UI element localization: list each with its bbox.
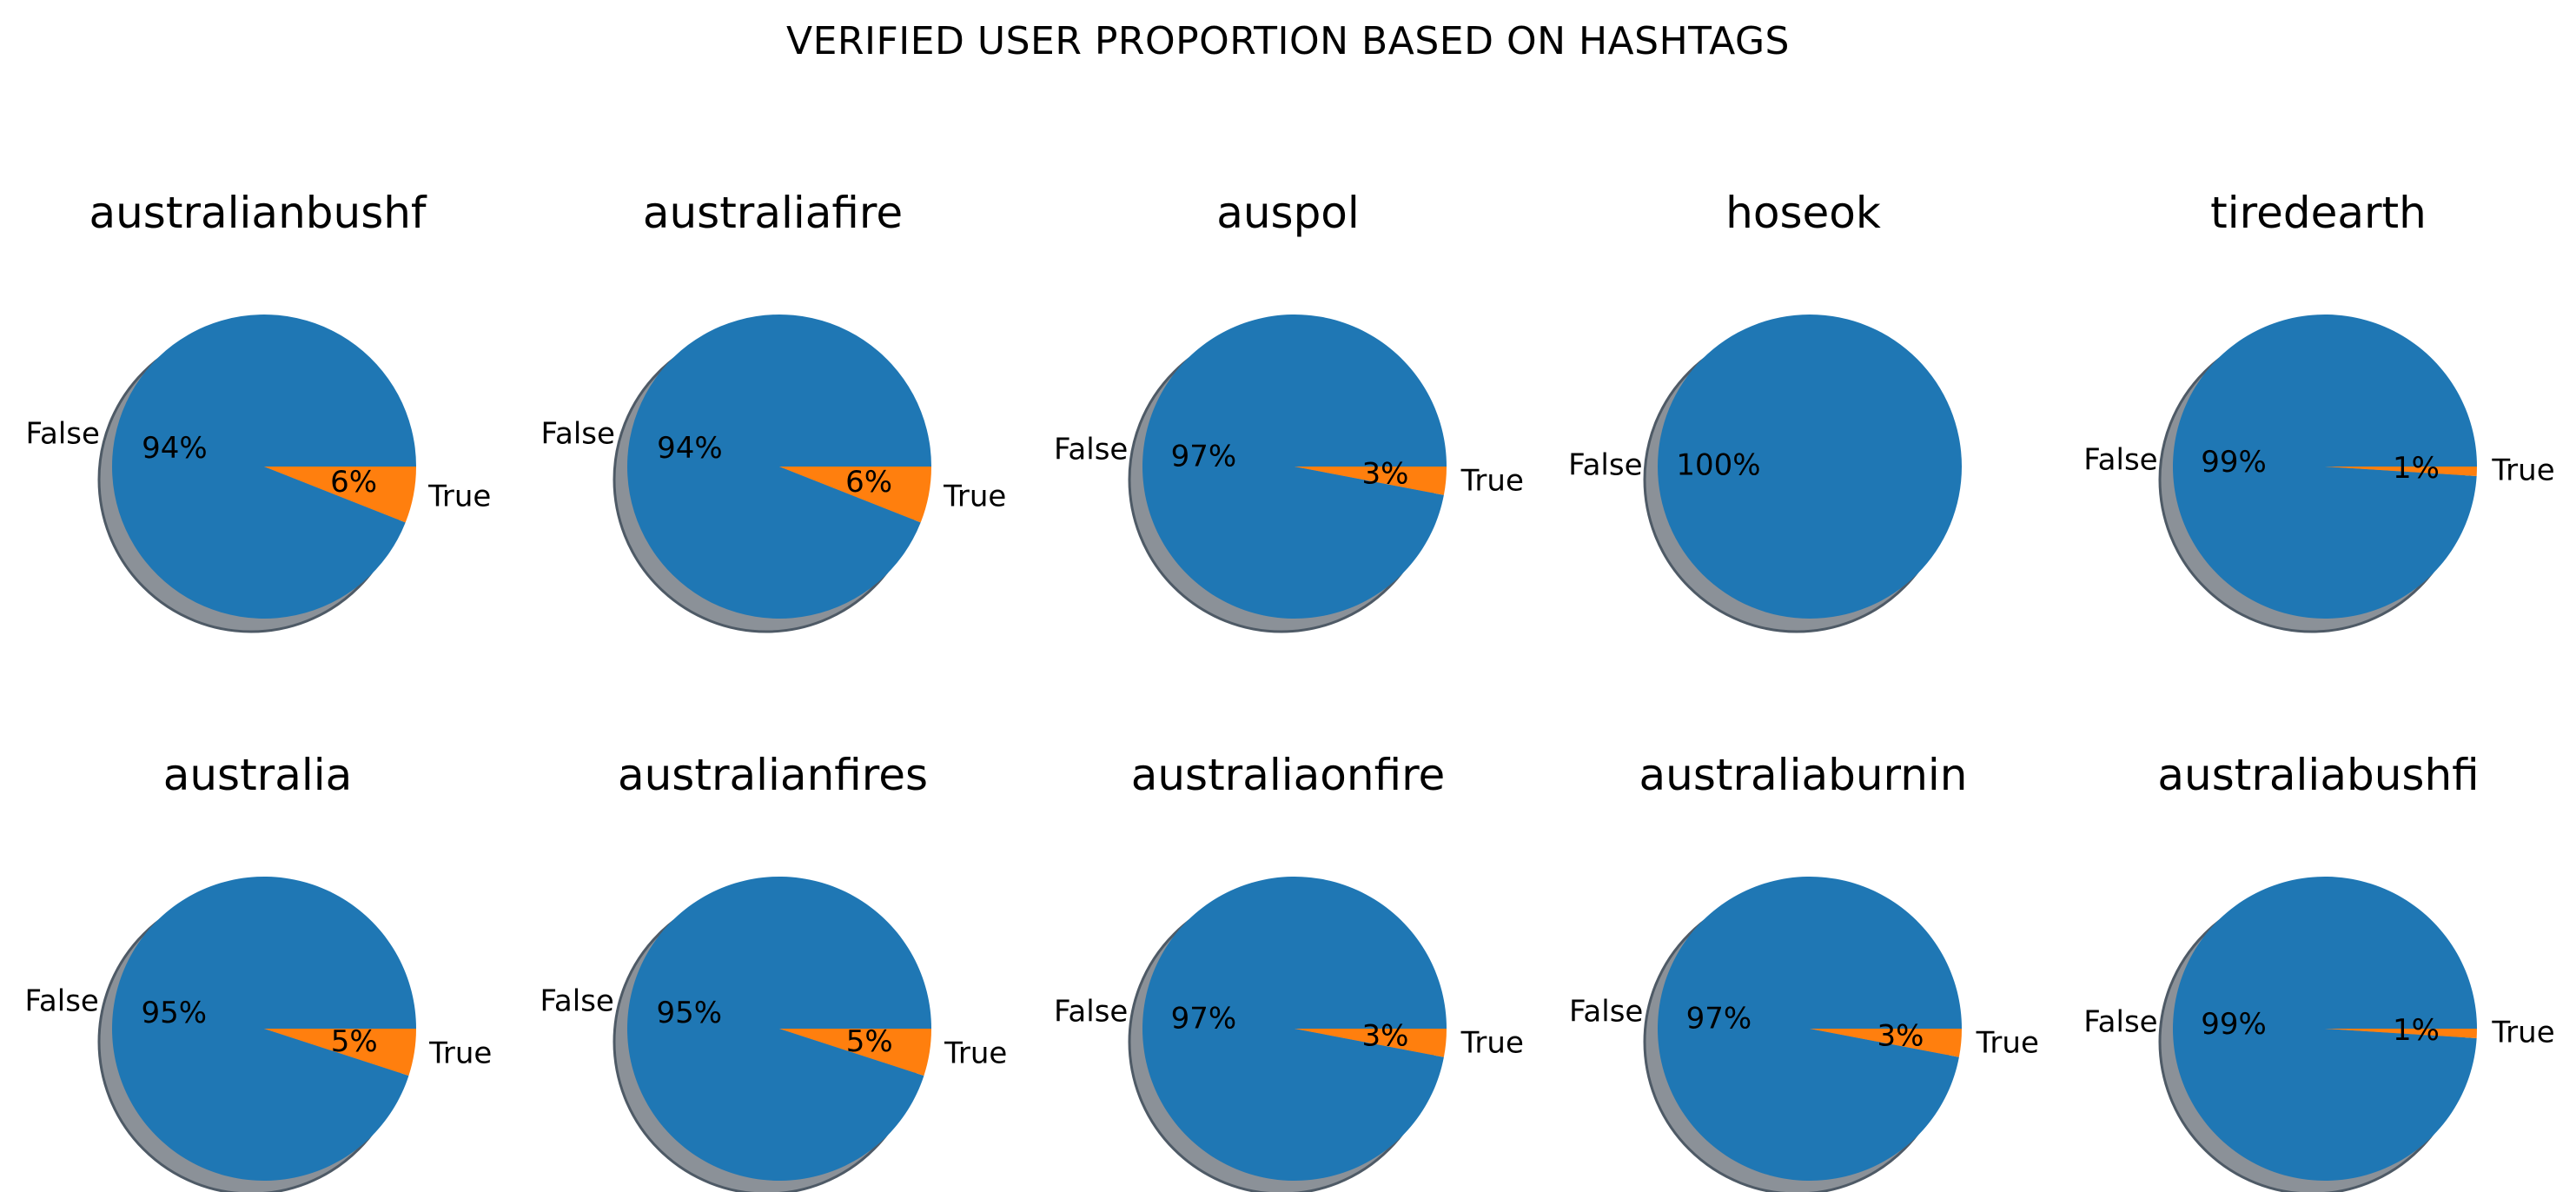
pie-panel-australiabushfi: australiabushfi False 99% True 1% (2061, 614, 2576, 1192)
pie-chart: False 94% True 6% (541, 315, 1006, 633)
pct-label: 97% (1686, 1002, 1752, 1036)
slice-label: False (1054, 994, 1128, 1029)
pie-slice-true (779, 1029, 931, 1076)
pie-slice-false (1142, 314, 1447, 619)
pie-panel-hoseok: hoseok False 100% (1546, 52, 2061, 633)
slice-label: True (427, 480, 491, 514)
slice-label: False (2083, 1004, 2157, 1039)
pie-chart: False 94% True 6% (26, 315, 491, 633)
pie-chart: False 97% True 3% (1054, 876, 1524, 1192)
pie-slice-true (779, 467, 931, 523)
pie-panel-australiafire: australiafire False 94% True 6% (515, 52, 1030, 633)
pie-slice-true (1810, 1029, 1962, 1057)
pct-label: 99% (2201, 445, 2267, 480)
slice-label: False (541, 416, 615, 451)
slice-label: False (26, 416, 100, 451)
slice-label: False (540, 983, 614, 1018)
pie-title: australianbushf (89, 188, 427, 238)
pie-slice-false (2173, 876, 2477, 1181)
pie-title: australianfires (617, 750, 929, 800)
pie-slice-false (2173, 314, 2477, 619)
pie-chart: False 100% (1568, 315, 1962, 633)
pie-title: australiabushfi (2157, 750, 2480, 800)
pie-title: hoseok (1725, 188, 1881, 238)
pie-title: australiafire (642, 188, 904, 238)
pct-label: 95% (657, 996, 723, 1030)
pct-label: 100% (1676, 448, 1760, 483)
pie-slice-true (1295, 467, 1447, 495)
pie-chart: False 97% True 3% (1569, 876, 2039, 1192)
pie-slice-true (264, 1029, 416, 1076)
pie-title: tiredearth (2210, 188, 2427, 238)
slice-label: False (25, 983, 99, 1018)
pie-title: australia (162, 750, 353, 800)
pct-label: 99% (2201, 1007, 2267, 1042)
pie-title: australiaburnin (1639, 750, 1968, 800)
pie-slice-false (1142, 876, 1447, 1181)
pie-chart: False 95% True 5% (540, 877, 1007, 1192)
slice-label: True (944, 1036, 1007, 1071)
slice-label: False (1054, 432, 1128, 467)
pct-label: 3% (1362, 1018, 1409, 1053)
pct-label: 6% (330, 465, 377, 500)
pct-label: 1% (2393, 451, 2440, 486)
pct-label: 94% (657, 431, 723, 466)
pie-slice-true (264, 467, 416, 523)
pct-label: 97% (1171, 440, 1237, 474)
pie-slice-true (2325, 467, 2477, 476)
pct-label: 5% (846, 1024, 893, 1059)
pie-slice-true (1295, 1029, 1447, 1057)
pct-label: 1% (2393, 1013, 2440, 1048)
slice-label: True (428, 1036, 492, 1071)
pie-title: australiaonfire (1130, 750, 1446, 800)
slice-label: True (943, 480, 1006, 514)
pie-chart: False 99% True 1% (2083, 876, 2555, 1192)
pie-panel-australianfires: australianfires False 95% True 5% (515, 614, 1030, 1192)
pie-chart: False 99% True 1% (2083, 314, 2555, 633)
slice-label: False (1569, 994, 1643, 1029)
pct-label: 3% (1362, 456, 1409, 491)
slice-label: False (1568, 448, 1642, 483)
figure-title: VERIFIED USER PROPORTION BASED ON HASHTA… (786, 19, 1790, 63)
pct-label: 95% (142, 996, 208, 1030)
pie-chart: False 97% True 3% (1054, 314, 1524, 633)
pct-label: 94% (142, 431, 208, 466)
pie-title: auspol (1216, 188, 1360, 238)
pct-label: 97% (1171, 1002, 1237, 1036)
pie-panel-australiaburnin: australiaburnin False 97% True 3% (1546, 614, 2061, 1192)
pie-slice-false (1658, 315, 1962, 619)
pct-label: 5% (331, 1024, 378, 1059)
pct-label: 6% (845, 465, 892, 500)
pie-panel-australiaonfire: australiaonfire False 97% True 3% (1030, 614, 1546, 1192)
slice-label: True (2491, 1016, 2554, 1050)
pct-label: 3% (1877, 1018, 1924, 1053)
pie-panel-auspol: auspol False 97% True 3% (1030, 52, 1546, 633)
slice-label: False (2083, 442, 2157, 477)
slice-label: True (1460, 464, 1524, 499)
slice-label: True (2491, 454, 2554, 488)
pie-chart: False 95% True 5% (25, 877, 492, 1192)
slice-label: True (1976, 1026, 2039, 1061)
pie-panel-australia: australia False 95% True 5% (0, 614, 515, 1192)
pie-slice-true (2325, 1029, 2477, 1038)
pie-slice-false (1658, 876, 1962, 1181)
pie-panel-australianbushf: australianbushf False 94% True 6% (0, 52, 515, 633)
pie-panel-tiredearth: tiredearth False 99% True 1% (2061, 52, 2576, 633)
slice-label: True (1460, 1026, 1524, 1061)
